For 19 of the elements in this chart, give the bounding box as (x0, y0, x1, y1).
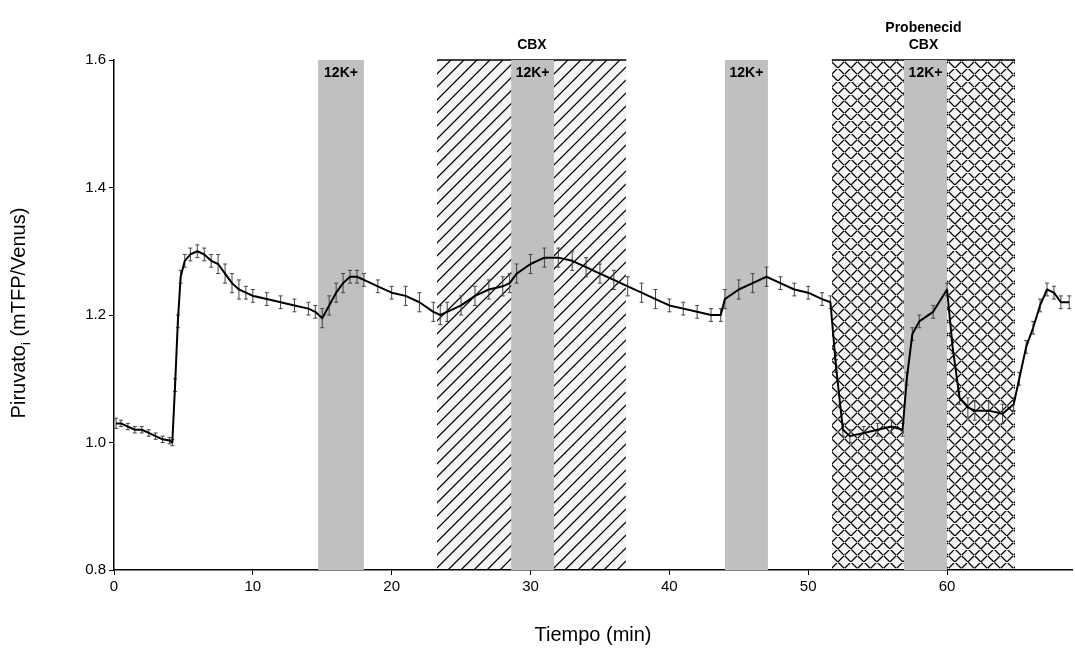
x-axis-title: Tiempo (min) (534, 622, 652, 645)
band-label: 12K+ (515, 63, 550, 80)
x-tick-label: 0 (109, 577, 119, 595)
x-tick-label: 20 (383, 577, 401, 595)
band-label: Probenecid CBX (885, 18, 962, 52)
x-tick-label: 60 (938, 577, 956, 595)
band-label: 12K+ (908, 63, 943, 80)
x-tick-label: 50 (799, 577, 817, 595)
x-tick-label: 40 (661, 577, 678, 595)
band-label: 12K+ (324, 63, 358, 80)
band-label: 12K+ (729, 63, 764, 80)
x-tick-label: 30 (522, 577, 539, 595)
y-tick-label: 1.6 (85, 50, 106, 68)
y-tick-label: 0.8 (85, 560, 106, 578)
x-tick-label: 10 (244, 577, 262, 595)
y-tick-label: 1.2 (85, 305, 106, 323)
y-tick-label: 1.4 (85, 177, 106, 195)
band-label: CBX (517, 35, 548, 52)
y-tick-label: 1.0 (85, 432, 106, 450)
